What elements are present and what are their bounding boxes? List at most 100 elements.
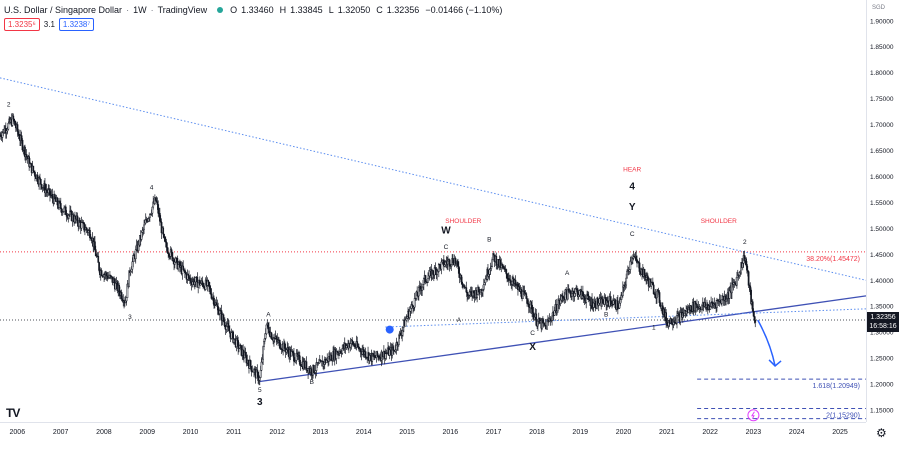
spread-value: 3.1 <box>43 20 55 29</box>
wave-label: A <box>266 312 271 319</box>
symbol-header: U.S. Dollar / Singapore Dollar · 1W · Tr… <box>4 5 503 15</box>
candle-body <box>482 284 485 290</box>
candle-body <box>6 128 9 132</box>
candle-body <box>268 326 270 334</box>
candle-body <box>388 349 391 356</box>
candle-body <box>168 253 170 257</box>
candle-body <box>376 351 379 357</box>
wave-label: C <box>530 330 535 337</box>
candle-body <box>63 207 65 212</box>
candle-body <box>658 292 661 303</box>
projection-arrow <box>757 319 776 367</box>
candle-body <box>753 315 756 321</box>
candle-body <box>520 288 523 297</box>
tradingview-logo-icon[interactable]: TV <box>6 406 20 420</box>
candle-body <box>353 344 356 347</box>
candle-body <box>140 232 143 240</box>
candle-body <box>638 262 641 272</box>
candle-body <box>120 292 123 300</box>
candle-body <box>646 275 649 281</box>
candle-body <box>356 341 359 347</box>
price-axis[interactable] <box>866 0 900 422</box>
candle-body <box>341 348 344 354</box>
candle-body <box>154 197 157 201</box>
lightning-glyph <box>751 411 755 419</box>
candle-body <box>629 260 632 270</box>
interval-label[interactable]: 1W <box>133 5 147 15</box>
candle-body <box>428 270 431 277</box>
wave-label: 5 <box>258 387 262 394</box>
candle-body <box>215 302 218 306</box>
candle-body <box>422 278 425 285</box>
candle-body <box>47 189 50 193</box>
wave-label: C <box>630 231 635 238</box>
candle-body <box>749 285 752 291</box>
wave-label: 4 <box>150 184 154 191</box>
candle-body <box>250 366 253 372</box>
candle-body <box>622 286 624 296</box>
candle-body <box>59 201 61 204</box>
candle-body <box>422 284 424 288</box>
candle-body <box>97 255 100 263</box>
candle-body <box>416 291 419 297</box>
candle-body <box>325 360 328 364</box>
candle-body <box>261 358 264 363</box>
candle-body <box>505 269 508 275</box>
candle-body <box>349 343 352 348</box>
candle-body <box>85 227 88 231</box>
candle-body <box>408 311 411 318</box>
close-value: 1.32356 <box>386 5 420 15</box>
candle-body <box>427 277 429 283</box>
wave-label: C <box>444 244 449 251</box>
last-price-tag: 1.32356 16:58:16 <box>867 312 899 332</box>
candle-body <box>64 206 67 215</box>
candle-body <box>264 333 267 339</box>
candle-body <box>751 301 754 312</box>
candle-body <box>659 302 662 307</box>
symbol-name[interactable]: U.S. Dollar / Singapore Dollar <box>4 5 123 15</box>
wave-label: A <box>457 317 462 324</box>
candle-body <box>657 290 660 293</box>
candle-body <box>531 304 533 314</box>
candle-body <box>209 288 212 295</box>
candle-body <box>609 296 612 302</box>
candle-body <box>481 290 483 294</box>
candle-body <box>94 241 96 250</box>
candle-body <box>236 338 239 341</box>
candle-body <box>256 369 259 373</box>
candle-body <box>417 286 420 297</box>
time-axis[interactable] <box>0 422 866 451</box>
candle-body <box>124 300 127 303</box>
candle-body <box>310 368 313 376</box>
buy-price-box[interactable]: 1.3238⁷ <box>58 18 95 31</box>
candle-body <box>736 276 738 286</box>
candle-body <box>131 261 134 270</box>
gear-icon[interactable]: ⚙ <box>876 426 887 440</box>
candle-body <box>656 290 658 299</box>
candle-body <box>701 305 703 311</box>
wave-label: SHOULDER <box>701 218 737 225</box>
candle-body <box>409 308 412 312</box>
candle-body <box>128 270 130 288</box>
candle-body <box>619 299 622 304</box>
sell-price-box[interactable]: 1.3235⁶ <box>4 18 40 31</box>
candle-body <box>7 122 10 130</box>
candle-body <box>162 227 165 235</box>
candle-body <box>488 269 491 275</box>
source-label: TradingView <box>157 5 208 15</box>
candle-body <box>645 277 648 280</box>
candle-body <box>351 339 354 343</box>
candle-body <box>741 263 744 268</box>
candle-body <box>583 296 586 301</box>
candle-body <box>382 356 384 360</box>
candle-body <box>194 277 197 283</box>
wave-label: B <box>604 312 608 319</box>
candle-body <box>207 280 210 283</box>
candle-body <box>233 339 235 343</box>
candle-body <box>535 313 538 326</box>
wave-label: 3 <box>128 314 132 321</box>
candle-body <box>413 298 416 308</box>
candle-body <box>361 351 364 355</box>
